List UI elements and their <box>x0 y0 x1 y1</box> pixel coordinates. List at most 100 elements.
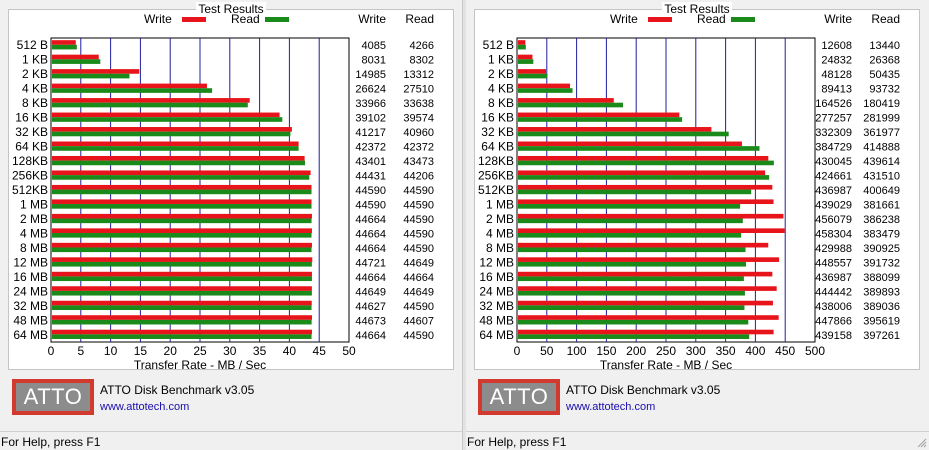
write-value: 8031 <box>362 55 386 67</box>
read-bar <box>518 232 742 238</box>
read-value: 281999 <box>863 113 900 125</box>
x-tick-label: 50 <box>342 344 356 358</box>
read-value: 381661 <box>863 199 900 211</box>
read-value: 400649 <box>863 185 900 197</box>
x-tick-label: 250 <box>656 344 676 358</box>
write-bar <box>52 242 312 248</box>
write-value: 430045 <box>815 156 852 168</box>
atto-logo: ATTO <box>12 379 94 415</box>
write-bar <box>518 127 712 132</box>
read-bar <box>518 175 770 180</box>
read-value: 395619 <box>863 315 900 327</box>
category-label: 64 MB <box>479 328 514 342</box>
x-tick-label: 500 <box>805 344 825 358</box>
write-value: 24832 <box>821 55 852 67</box>
category-label: 24 MB <box>13 284 48 298</box>
read-value: 44590 <box>403 330 434 342</box>
atto-logo: ATTO <box>478 379 560 415</box>
category-label: 128KB <box>12 154 48 168</box>
write-value: 43401 <box>355 156 386 168</box>
category-label: 1 MB <box>486 197 514 211</box>
write-value: 44649 <box>355 286 386 298</box>
read-bar <box>52 131 291 137</box>
write-bar <box>518 257 780 262</box>
read-bar <box>518 319 749 325</box>
read-bar <box>52 160 306 166</box>
write-bar <box>518 315 779 320</box>
window-splitter[interactable] <box>462 0 466 450</box>
category-label: 128KB <box>478 154 514 168</box>
category-label: 512KB <box>12 183 48 197</box>
column-header-read: Read <box>405 12 434 26</box>
write-bar <box>52 112 280 118</box>
read-bar <box>518 102 624 108</box>
read-value: 13312 <box>403 69 434 81</box>
write-bar <box>52 69 140 74</box>
read-value: 389893 <box>863 286 900 298</box>
write-bar <box>52 257 313 262</box>
write-value: 26624 <box>355 84 386 96</box>
read-value: 42372 <box>403 142 434 154</box>
read-bar <box>518 218 743 224</box>
status-text: For Help, press F1 <box>467 435 567 449</box>
write-value: 4085 <box>362 40 386 52</box>
write-bar <box>518 40 526 45</box>
read-value: 44590 <box>403 199 434 211</box>
read-bar <box>518 189 752 195</box>
write-bar <box>52 40 76 45</box>
read-bar <box>518 290 745 296</box>
read-value: 44649 <box>403 286 434 298</box>
category-label: 1 MB <box>20 197 48 211</box>
read-value: 33638 <box>403 98 434 110</box>
category-label: 32 KB <box>481 125 514 139</box>
write-bar <box>52 228 312 233</box>
write-value: 332309 <box>815 127 852 139</box>
write-bar <box>518 286 777 291</box>
x-tick-label: 25 <box>193 344 207 358</box>
x-tick-label: 10 <box>104 344 118 358</box>
read-bar <box>52 290 312 296</box>
category-label: 64 MB <box>13 328 48 342</box>
category-label: 16 MB <box>479 270 514 284</box>
read-bar <box>52 204 312 209</box>
category-label: 12 MB <box>479 255 514 269</box>
category-label: 24 MB <box>479 284 514 298</box>
write-bar <box>518 300 773 306</box>
group-title: Test Results <box>662 2 732 16</box>
write-bar <box>52 54 99 60</box>
x-tick-label: 350 <box>716 344 736 358</box>
x-tick-label: 200 <box>626 344 646 358</box>
write-value: 44590 <box>355 199 386 211</box>
write-value: 44627 <box>355 301 386 313</box>
column-header-write: Write <box>824 12 852 26</box>
column-header-read: Read <box>871 12 900 26</box>
read-bar <box>518 261 747 267</box>
category-label: 2 KB <box>488 67 514 81</box>
write-value: 444442 <box>815 286 852 298</box>
read-bar <box>518 276 744 282</box>
read-bar <box>52 44 77 50</box>
write-value: 33966 <box>355 98 386 110</box>
benchmark-window-right: Test Results Write Read Write Read 0 50 10… <box>466 0 929 450</box>
write-bar <box>518 213 784 219</box>
write-bar <box>52 271 312 277</box>
resize-grip-icon[interactable] <box>917 438 927 448</box>
product-name: ATTO Disk Benchmark v3.05 <box>100 383 255 397</box>
category-label: 48 MB <box>479 313 514 327</box>
write-value: 456079 <box>815 214 852 226</box>
category-label: 16 KB <box>15 111 48 125</box>
write-value: 39102 <box>355 113 386 125</box>
read-bar <box>52 146 299 151</box>
write-value: 439158 <box>815 330 852 342</box>
write-value: 44664 <box>355 228 386 240</box>
atto-logo-text: ATTO <box>482 383 556 411</box>
website-link[interactable]: www.attotech.com <box>566 401 656 413</box>
x-tick-label: 35 <box>253 344 267 358</box>
category-label: 256KB <box>478 169 514 183</box>
category-label: 2 KB <box>22 67 48 81</box>
write-value: 458304 <box>815 228 852 240</box>
category-label: 512 B <box>483 38 514 52</box>
read-value: 44590 <box>403 228 434 240</box>
read-bar <box>52 218 312 224</box>
website-link[interactable]: www.attotech.com <box>100 401 190 413</box>
